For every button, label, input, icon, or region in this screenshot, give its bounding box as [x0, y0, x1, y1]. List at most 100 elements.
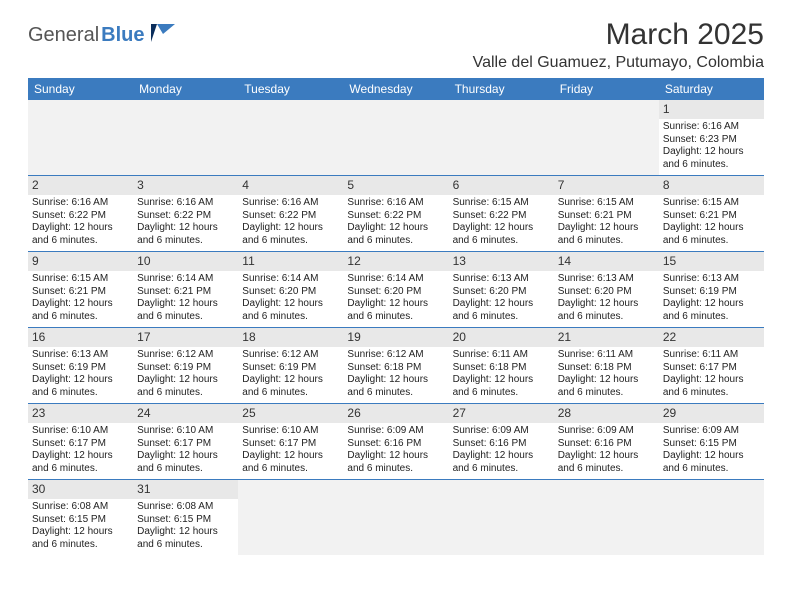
- weekday-row: SundayMondayTuesdayWednesdayThursdayFrid…: [28, 78, 764, 100]
- weekday-header: Tuesday: [238, 78, 343, 100]
- day-number: 3: [133, 176, 238, 195]
- day-sunset: Sunset: 6:15 PM: [32, 514, 129, 527]
- day-cell: 8Sunrise: 6:15 AMSunset: 6:21 PMDaylight…: [659, 176, 764, 251]
- calendar-week: 16Sunrise: 6:13 AMSunset: 6:19 PMDayligh…: [28, 328, 764, 404]
- day-sunrise: Sunrise: 6:13 AM: [558, 273, 655, 286]
- empty-cell: [133, 100, 238, 175]
- day-day2: and 6 minutes.: [32, 539, 129, 552]
- day-cell: 5Sunrise: 6:16 AMSunset: 6:22 PMDaylight…: [343, 176, 448, 251]
- day-day1: Daylight: 12 hours: [347, 374, 444, 387]
- day-sunset: Sunset: 6:17 PM: [242, 438, 339, 451]
- day-sunrise: Sunrise: 6:08 AM: [137, 501, 234, 514]
- day-sunset: Sunset: 6:22 PM: [137, 210, 234, 223]
- day-sunset: Sunset: 6:22 PM: [453, 210, 550, 223]
- day-number: 30: [28, 480, 133, 499]
- day-day2: and 6 minutes.: [558, 387, 655, 400]
- day-sunset: Sunset: 6:17 PM: [32, 438, 129, 451]
- day-day2: and 6 minutes.: [663, 235, 760, 248]
- day-sunrise: Sunrise: 6:16 AM: [32, 197, 129, 210]
- day-sunrise: Sunrise: 6:12 AM: [137, 349, 234, 362]
- day-cell: 2Sunrise: 6:16 AMSunset: 6:22 PMDaylight…: [28, 176, 133, 251]
- weekday-header: Thursday: [449, 78, 554, 100]
- day-sunrise: Sunrise: 6:10 AM: [137, 425, 234, 438]
- day-number: 24: [133, 404, 238, 423]
- day-day1: Daylight: 12 hours: [663, 374, 760, 387]
- day-cell: 24Sunrise: 6:10 AMSunset: 6:17 PMDayligh…: [133, 404, 238, 479]
- day-sunset: Sunset: 6:15 PM: [137, 514, 234, 527]
- day-sunset: Sunset: 6:22 PM: [32, 210, 129, 223]
- day-number: 11: [238, 252, 343, 271]
- day-number: 9: [28, 252, 133, 271]
- day-sunset: Sunset: 6:19 PM: [242, 362, 339, 375]
- day-sunset: Sunset: 6:21 PM: [663, 210, 760, 223]
- day-cell: 12Sunrise: 6:14 AMSunset: 6:20 PMDayligh…: [343, 252, 448, 327]
- day-sunrise: Sunrise: 6:16 AM: [242, 197, 339, 210]
- day-sunset: Sunset: 6:18 PM: [558, 362, 655, 375]
- day-sunrise: Sunrise: 6:11 AM: [453, 349, 550, 362]
- day-day1: Daylight: 12 hours: [453, 374, 550, 387]
- day-sunrise: Sunrise: 6:13 AM: [453, 273, 550, 286]
- empty-cell: [659, 480, 764, 555]
- flag-icon: [151, 24, 175, 47]
- calendar-week: 1Sunrise: 6:16 AMSunset: 6:23 PMDaylight…: [28, 100, 764, 176]
- weekday-header: Monday: [133, 78, 238, 100]
- day-number: 28: [554, 404, 659, 423]
- day-sunset: Sunset: 6:21 PM: [32, 286, 129, 299]
- day-day2: and 6 minutes.: [663, 463, 760, 476]
- day-day2: and 6 minutes.: [32, 387, 129, 400]
- day-day2: and 6 minutes.: [242, 387, 339, 400]
- month-title: March 2025: [473, 18, 764, 52]
- day-day2: and 6 minutes.: [558, 311, 655, 324]
- day-sunset: Sunset: 6:21 PM: [137, 286, 234, 299]
- day-cell: 21Sunrise: 6:11 AMSunset: 6:18 PMDayligh…: [554, 328, 659, 403]
- day-sunset: Sunset: 6:22 PM: [347, 210, 444, 223]
- day-number: 18: [238, 328, 343, 347]
- day-day1: Daylight: 12 hours: [242, 298, 339, 311]
- day-day2: and 6 minutes.: [137, 387, 234, 400]
- day-cell: 28Sunrise: 6:09 AMSunset: 6:16 PMDayligh…: [554, 404, 659, 479]
- day-number: 31: [133, 480, 238, 499]
- day-day2: and 6 minutes.: [663, 387, 760, 400]
- weekday-header: Wednesday: [343, 78, 448, 100]
- day-number: 1: [659, 100, 764, 119]
- day-day2: and 6 minutes.: [453, 311, 550, 324]
- day-number: 22: [659, 328, 764, 347]
- day-sunrise: Sunrise: 6:09 AM: [453, 425, 550, 438]
- empty-cell: [343, 480, 448, 555]
- day-sunset: Sunset: 6:19 PM: [137, 362, 234, 375]
- day-day2: and 6 minutes.: [347, 311, 444, 324]
- weekday-header: Sunday: [28, 78, 133, 100]
- day-day1: Daylight: 12 hours: [137, 450, 234, 463]
- day-day2: and 6 minutes.: [242, 463, 339, 476]
- day-day1: Daylight: 12 hours: [663, 450, 760, 463]
- day-cell: 17Sunrise: 6:12 AMSunset: 6:19 PMDayligh…: [133, 328, 238, 403]
- day-number: 27: [449, 404, 554, 423]
- day-cell: 30 Sunrise: 6:08 AMSunset: 6:15 PMDayligh…: [28, 480, 133, 555]
- day-number: 5: [343, 176, 448, 195]
- day-day2: and 6 minutes.: [32, 235, 129, 248]
- day-number: 16: [28, 328, 133, 347]
- day-sunrise: Sunrise: 6:08 AM: [32, 501, 129, 514]
- day-sunset: Sunset: 6:22 PM: [242, 210, 339, 223]
- day-cell: 31Sunrise: 6:08 AMSunset: 6:15 PMDayligh…: [133, 480, 238, 555]
- empty-cell: [238, 100, 343, 175]
- day-cell: 14Sunrise: 6:13 AMSunset: 6:20 PMDayligh…: [554, 252, 659, 327]
- day-cell: 3Sunrise: 6:16 AMSunset: 6:22 PMDaylight…: [133, 176, 238, 251]
- day-day2: and 6 minutes.: [137, 463, 234, 476]
- day-day2: and 6 minutes.: [347, 463, 444, 476]
- day-day2: and 6 minutes.: [242, 235, 339, 248]
- empty-cell: [449, 480, 554, 555]
- day-cell: 6Sunrise: 6:15 AMSunset: 6:22 PMDaylight…: [449, 176, 554, 251]
- day-sunrise: Sunrise: 6:14 AM: [347, 273, 444, 286]
- day-number: 7: [554, 176, 659, 195]
- day-day1: Daylight: 12 hours: [32, 526, 129, 539]
- day-sunrise: Sunrise: 6:10 AM: [242, 425, 339, 438]
- day-day1: Daylight: 12 hours: [453, 298, 550, 311]
- day-sunset: Sunset: 6:20 PM: [558, 286, 655, 299]
- day-day2: and 6 minutes.: [663, 159, 760, 172]
- day-sunrise: Sunrise: 6:16 AM: [137, 197, 234, 210]
- day-day1: Daylight: 12 hours: [347, 222, 444, 235]
- day-cell: 20Sunrise: 6:11 AMSunset: 6:18 PMDayligh…: [449, 328, 554, 403]
- day-day1: Daylight: 12 hours: [663, 146, 760, 159]
- day-cell: 11Sunrise: 6:14 AMSunset: 6:20 PMDayligh…: [238, 252, 343, 327]
